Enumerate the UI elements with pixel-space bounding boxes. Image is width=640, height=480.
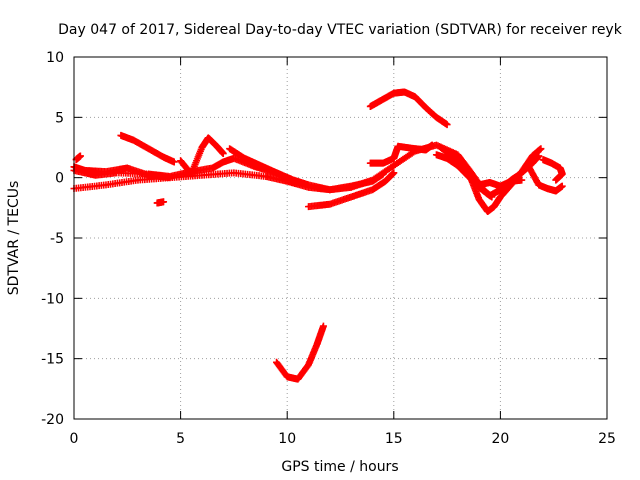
series-arc-f	[153, 198, 168, 207]
series-arc-g	[177, 134, 227, 178]
series-arc-h	[226, 145, 291, 182]
axis-ticks: 0 5 10 15 20 25 -20 -15 -10 -5 0 5 10	[41, 50, 616, 447]
data-point	[219, 150, 227, 158]
y-tick-label: 10	[46, 50, 64, 66]
y-tick-label: -10	[41, 291, 64, 307]
series-arc-n	[475, 176, 526, 190]
data-point	[428, 141, 436, 149]
x-tick-label: 20	[491, 431, 509, 447]
y-axis-label: SDTVAR / TECUs	[6, 181, 22, 296]
series-arc-j	[366, 141, 436, 167]
data-point	[443, 121, 451, 129]
x-tick-label: 25	[598, 431, 616, 447]
data-point	[537, 145, 545, 153]
data-point	[283, 174, 291, 182]
y-tick-label: 5	[55, 110, 64, 126]
series-arc-e	[117, 131, 178, 166]
x-tick-label: 10	[278, 431, 296, 447]
data-point	[558, 182, 566, 190]
series-arc-q	[273, 322, 327, 383]
y-tick-label: -20	[41, 412, 64, 428]
data-point	[390, 169, 398, 177]
data-points	[70, 88, 566, 383]
y-tick-label: -5	[50, 231, 64, 247]
y-tick-label: -15	[41, 352, 64, 368]
data-point	[518, 176, 526, 184]
data-point	[160, 198, 168, 206]
series-arc-c	[70, 163, 174, 182]
series-arc-p	[539, 156, 566, 184]
series-arc-d	[72, 152, 84, 164]
x-tick-label: 15	[385, 431, 403, 447]
series-arc-o	[524, 162, 566, 195]
data-point	[76, 152, 84, 160]
x-tick-label: 5	[176, 431, 185, 447]
series-arc-k	[366, 88, 451, 129]
chart-title: Day 047 of 2017, Sidereal Day-to-day VTE…	[58, 22, 623, 38]
data-point	[319, 322, 327, 330]
data-point	[552, 176, 560, 184]
data-point	[166, 174, 174, 182]
x-tick-label: 0	[70, 431, 79, 447]
series-arc-i	[305, 169, 398, 211]
x-axis-label: GPS time / hours	[281, 459, 398, 475]
y-tick-label: 0	[55, 171, 64, 187]
data-point	[170, 158, 178, 166]
